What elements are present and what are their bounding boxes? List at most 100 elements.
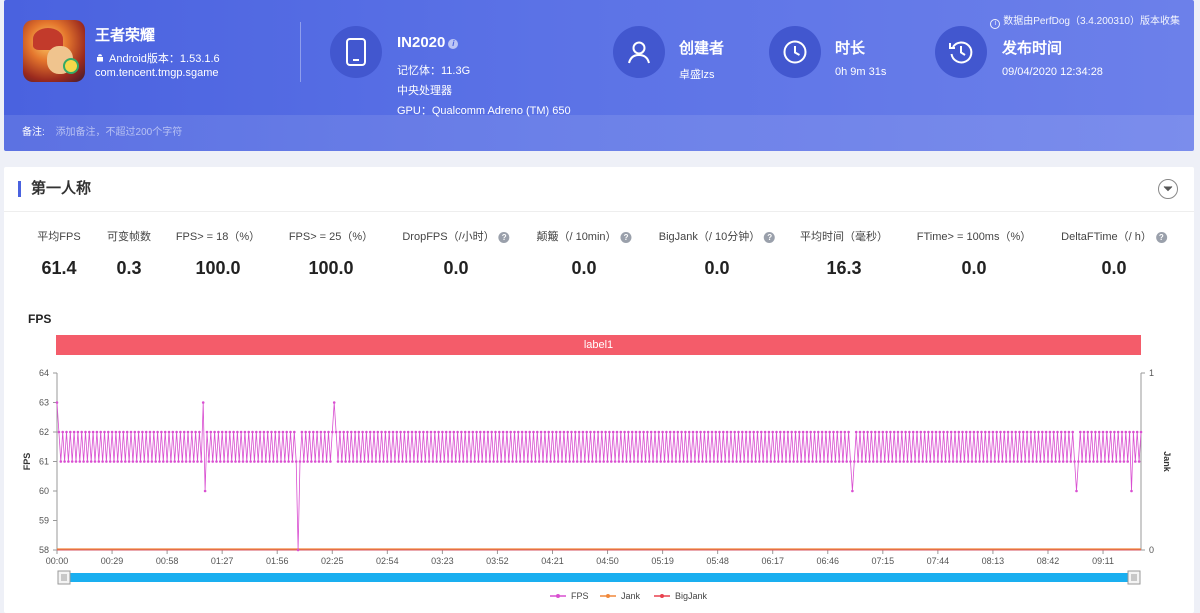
- stat-value: 0.0: [571, 258, 597, 278]
- fps-point: [883, 460, 886, 463]
- help-icon[interactable]: ?: [764, 232, 776, 243]
- fps-point: [125, 430, 129, 434]
- fps-point: [917, 460, 921, 463]
- fps-point: [951, 460, 955, 463]
- fps-point: [908, 430, 911, 434]
- chart-band-label[interactable]: label1: [56, 335, 1141, 355]
- fps-point: [412, 460, 416, 463]
- stat-value: 0.0: [1101, 258, 1127, 278]
- note-input[interactable]: 添加备注，不超过200个字符: [55, 127, 183, 138]
- fps-point: [133, 430, 137, 434]
- fps-point: [606, 460, 609, 463]
- fps-point: [780, 460, 784, 463]
- fps-point: [1052, 430, 1055, 434]
- fps-point: [101, 460, 104, 463]
- publish-title: 发布时间: [1002, 40, 1063, 57]
- fps-point: [177, 460, 180, 463]
- fps-point: [820, 430, 824, 434]
- fps-point: [1054, 460, 1057, 463]
- x-tick-label: 01:27: [211, 556, 234, 566]
- fps-point: [469, 460, 473, 463]
- fps-point: [545, 460, 549, 463]
- fps-point: [275, 460, 279, 463]
- fps-point: [448, 430, 452, 434]
- fps-point: [966, 460, 970, 463]
- fps-point: [188, 460, 192, 463]
- fps-point: [1023, 460, 1027, 463]
- fps-point: [296, 548, 300, 552]
- fps-point: [611, 430, 615, 434]
- fps-point: [312, 430, 315, 434]
- fps-point: [794, 430, 797, 434]
- fps-point: [758, 460, 761, 463]
- stat-value: 0.3: [116, 258, 142, 278]
- fps-point: [1115, 460, 1118, 463]
- fps-point: [435, 460, 439, 463]
- collapse-button[interactable]: [1158, 179, 1178, 199]
- fps-point: [775, 430, 778, 434]
- fps-point: [927, 430, 930, 434]
- fps-point: [788, 460, 792, 463]
- stat-label-text: FTime> = 100ms（%）: [916, 231, 1032, 243]
- fps-point: [900, 430, 904, 434]
- fps-point: [425, 430, 429, 434]
- fps-point: [1126, 460, 1129, 463]
- fps-point: [1122, 460, 1126, 463]
- fps-point: [300, 430, 304, 434]
- fps-point: [439, 460, 442, 463]
- fps-point: [55, 401, 59, 404]
- fps-point: [1128, 430, 1131, 434]
- fps-point: [135, 460, 138, 463]
- fps-point: [627, 430, 630, 434]
- fps-point: [465, 460, 469, 463]
- fps-point: [761, 460, 765, 463]
- fps-point: [403, 430, 406, 434]
- fps-point: [532, 430, 535, 434]
- fps-point: [391, 430, 395, 434]
- help-icon[interactable]: ?: [1155, 232, 1167, 243]
- fps-point: [444, 430, 448, 434]
- fps-point: [1073, 460, 1076, 463]
- fps-point: [712, 460, 716, 463]
- stat-label: FPS> = 25（%）: [289, 230, 373, 244]
- fps-point: [488, 460, 492, 463]
- fps-point: [653, 430, 657, 434]
- fps-point: [167, 430, 171, 434]
- fps-point: [1014, 430, 1017, 434]
- fps-point: [982, 460, 985, 463]
- fps-point: [1113, 430, 1116, 434]
- fps-point: [528, 430, 531, 434]
- fps-point: [723, 460, 727, 463]
- fps-point: [281, 430, 285, 434]
- fps-point: [896, 430, 900, 434]
- fps-point: [357, 430, 361, 434]
- device-info-icon[interactable]: i: [448, 39, 459, 49]
- fps-point: [475, 430, 478, 434]
- fps-point: [334, 430, 338, 434]
- help-icon[interactable]: ?: [498, 232, 510, 243]
- phone-icon: [330, 26, 382, 78]
- fps-point: [184, 460, 188, 463]
- stat-item: FPS> = 18（%） 100.0: [176, 230, 260, 279]
- stat-label-text: FPS> = 18（%）: [175, 231, 261, 243]
- help-icon[interactable]: ?: [620, 232, 632, 243]
- legend-label[interactable]: Jank: [621, 591, 641, 601]
- fps-point: [632, 460, 636, 463]
- fps-point: [194, 430, 197, 434]
- fps-point: [482, 430, 486, 434]
- fps-point: [78, 460, 82, 463]
- fps-point: [651, 460, 655, 463]
- stat-label-text: BigJank（/ 10分钟）: [658, 231, 761, 243]
- fps-point: [828, 430, 831, 434]
- fps-point: [911, 430, 915, 434]
- x-tick-label: 03:52: [486, 556, 509, 566]
- fps-point: [148, 430, 152, 434]
- fps-point: [342, 430, 346, 434]
- android-version: Android版本：1.53.1.6: [95, 50, 220, 66]
- fps-point: [1071, 430, 1074, 434]
- legend-label[interactable]: FPS: [571, 591, 589, 601]
- legend-label[interactable]: BigJank: [675, 591, 708, 601]
- x-tick-label: 02:54: [376, 556, 399, 566]
- fps-point: [949, 430, 953, 434]
- fps-point: [547, 430, 550, 434]
